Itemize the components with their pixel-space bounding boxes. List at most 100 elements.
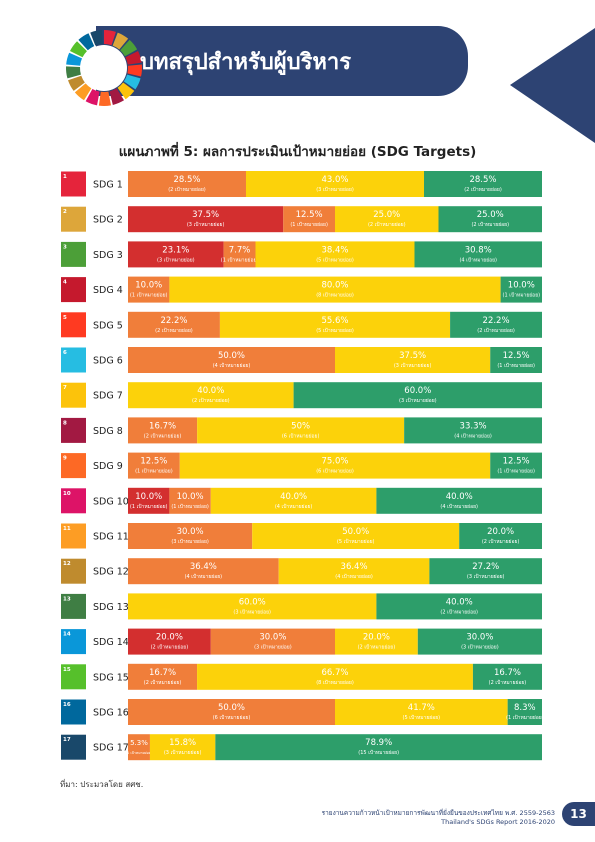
data-sublabel: (8 เป้าหมายย่อย) <box>316 292 354 299</box>
bar-segment-yellow <box>149 734 216 761</box>
data-label: 15.8% <box>169 738 196 748</box>
bar-segment-green <box>500 276 542 303</box>
data-sublabel: (1 เป้าหมายย่อย) <box>126 751 153 755</box>
data-label: 25.0% <box>477 210 504 220</box>
data-sublabel: (2 เป้าหมายย่อย) <box>471 221 509 228</box>
data-label: 16.7% <box>149 668 176 678</box>
data-sublabel: (3 เป้าหมายย่อย) <box>171 538 209 545</box>
data-label: 20.0% <box>363 633 390 643</box>
sdg-goal-icon-number: 3 <box>63 244 67 250</box>
data-label: 20.0% <box>487 527 514 537</box>
data-label: 55.6% <box>321 316 348 326</box>
data-label: 16.7% <box>149 421 176 431</box>
wheel-segment <box>85 89 100 106</box>
bar-segment-orange <box>283 206 335 233</box>
data-sublabel: (2 เป้าหมายย่อย) <box>464 186 502 193</box>
data-sublabel: (3 เป้าหมายย่อย) <box>461 644 499 651</box>
wheel-center <box>81 45 127 91</box>
sdg-goal-icon <box>61 277 86 303</box>
data-sublabel: (4 เป้าหมายย่อย) <box>185 573 223 580</box>
data-label: 30.0% <box>259 633 286 643</box>
bar-segment-orange <box>128 311 220 338</box>
category-label: SDG 13 <box>93 602 129 613</box>
data-label: 25.0% <box>373 210 400 220</box>
bar-segment-green <box>414 241 542 268</box>
wheel-segment <box>117 82 135 100</box>
data-label: 60.0% <box>239 597 266 607</box>
sdg-goal-icon-number: 2 <box>63 209 67 215</box>
chart-title: แผนภาพที่ 5: ผลการประเมินเป้าหมายย่อย (S… <box>118 144 477 160</box>
sdg-goal-icon <box>61 171 86 197</box>
data-sublabel: (3 เป้าหมายย่อย) <box>394 362 432 369</box>
bar-segment-orange <box>128 452 180 479</box>
data-label: 20.0% <box>156 633 183 643</box>
data-label: 10.0% <box>177 492 204 502</box>
sdg-goal-icon-number: 11 <box>63 526 71 532</box>
wheel-segment <box>120 39 138 57</box>
data-sublabel: (1 เป้าหมายย่อย) <box>497 362 535 369</box>
data-label: 43.0% <box>321 175 348 185</box>
category-label: SDG 8 <box>93 426 123 437</box>
data-label: 37.5% <box>399 351 426 361</box>
bar-segment-orange <box>128 347 335 373</box>
bar-segment-yellow <box>335 347 491 373</box>
bar-segment-yellow <box>210 487 377 514</box>
sdg-goal-icon-number: 6 <box>63 350 67 356</box>
bar-segment-green <box>376 487 542 514</box>
bar-segment-yellow <box>128 593 377 620</box>
bar-segment-yellow <box>252 523 460 549</box>
wheel-segment <box>127 64 142 77</box>
category-label: SDG 1 <box>93 180 123 191</box>
sdg-goal-icon-number: 5 <box>63 315 67 321</box>
wheel-segment <box>123 74 141 90</box>
data-sublabel: (1 เป้าหมายย่อย) <box>503 292 541 299</box>
bar-segment-green <box>404 417 542 444</box>
data-sublabel: (2 เป้าหมายย่อย) <box>168 186 206 193</box>
data-label: 60.0% <box>404 386 431 396</box>
sdg-goal-icon <box>61 664 86 690</box>
data-label: 36.4% <box>341 562 368 572</box>
bar-segment-yellow <box>197 663 473 690</box>
bar-segment-green <box>424 171 542 197</box>
data-label: 12.5% <box>503 457 530 467</box>
sdg-goal-icon <box>61 241 86 267</box>
data-sublabel: (3 เป้าหมายย่อย) <box>254 644 292 651</box>
data-sublabel: (5 เป้าหมายย่อย) <box>337 538 375 545</box>
wheel-segment <box>68 75 85 91</box>
data-label: 30.0% <box>466 633 493 643</box>
bar-segment-orange <box>128 171 246 197</box>
wheel-segment <box>109 88 125 105</box>
sdg-goal-icon-number: 16 <box>63 702 71 708</box>
data-label: 40.0% <box>197 386 224 396</box>
data-sublabel: (2 เป้าหมายย่อย) <box>482 538 520 545</box>
sdg-goal-icon <box>61 734 86 760</box>
data-label: 10.0% <box>508 281 535 291</box>
data-label: 28.5% <box>469 175 496 185</box>
data-sublabel: (3 เป้าหมายย่อย) <box>233 608 271 615</box>
category-label: SDG 3 <box>93 250 123 261</box>
bar-segment-yellow <box>335 206 439 233</box>
data-label: 40.0% <box>280 492 307 502</box>
data-label: 10.0% <box>135 492 162 502</box>
data-sublabel: (1 เป้าหมายย่อย) <box>290 221 328 228</box>
data-label: 78.9% <box>365 738 392 748</box>
sdg-goal-icon <box>61 206 86 232</box>
data-sublabel: (4 เป้าหมายย่อย) <box>440 503 478 510</box>
wheel-segment <box>125 51 142 65</box>
bar-segment-orange <box>128 734 150 761</box>
bar-segment-green <box>507 699 542 725</box>
wheel-segment <box>90 30 103 46</box>
category-label: SDG 7 <box>93 391 123 402</box>
data-label: 66.7% <box>321 668 348 678</box>
bar-segment-yellow <box>245 171 425 197</box>
wheel-segment <box>98 91 111 106</box>
data-sublabel: (1 เป้าหมายย่อย) <box>130 292 168 299</box>
bar-segment-red <box>128 487 170 514</box>
bar-segment-orange <box>210 628 335 655</box>
bar-segment-yellow <box>197 417 405 444</box>
page-number: 13 <box>562 802 595 826</box>
bar-segment-yellow <box>278 558 430 585</box>
data-sublabel: (4 เป้าหมายย่อย) <box>213 362 251 369</box>
data-label: 40.0% <box>446 597 473 607</box>
data-label: 37.5% <box>192 210 219 220</box>
